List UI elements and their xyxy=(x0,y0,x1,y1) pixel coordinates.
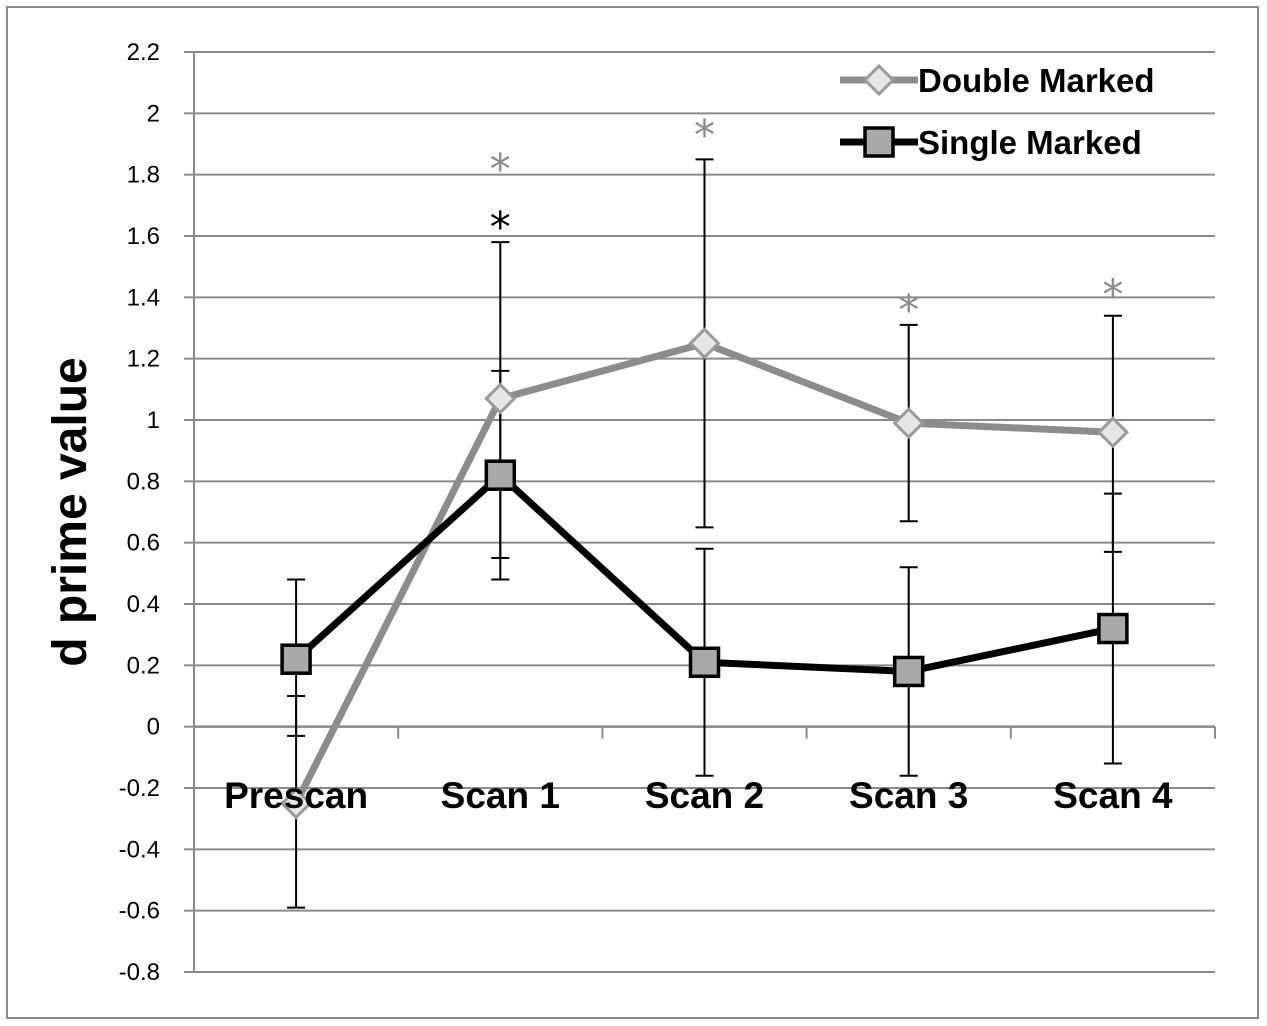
data-point-diamond xyxy=(688,327,721,360)
y-axis-label: d prime value xyxy=(44,357,97,666)
y-tick-labels: -0.8 -0.6 -0.4 -0.2 0 0.2 0.4 0.6 0.8 1 1.2 1.4 1.6 1… xyxy=(119,39,160,986)
y-tick-label: 1 xyxy=(147,407,160,434)
y-tick-label: 0.8 xyxy=(127,468,160,495)
significance-annotations: * * * * * xyxy=(490,111,1124,335)
legend-label: Single Marked xyxy=(918,124,1142,161)
data-point-diamond xyxy=(1096,416,1130,449)
category-label: Scan 4 xyxy=(1053,775,1173,816)
data-point-square xyxy=(280,643,312,675)
significance-star: * xyxy=(898,285,919,334)
y-tick-label: 0.4 xyxy=(127,591,160,618)
data-point-diamond xyxy=(279,787,313,820)
category-labels: Prescan Scan 1 Scan 2 Scan 3 Scan 4 xyxy=(224,775,1173,816)
y-tick-label: 0.2 xyxy=(127,652,160,679)
data-point-diamond xyxy=(484,382,517,415)
data-point-square xyxy=(1097,612,1129,645)
data-point-square xyxy=(688,646,721,679)
y-tick-label: -0.4 xyxy=(119,836,160,863)
y-tick-label: 0.6 xyxy=(127,530,160,557)
category-label: Scan 1 xyxy=(441,775,560,816)
y-tick-label: -0.8 xyxy=(119,959,160,986)
legend-marker-diamond xyxy=(862,63,896,97)
legend-marker-square xyxy=(863,126,895,158)
category-label: Scan 2 xyxy=(645,775,764,816)
y-tick-label: 1.2 xyxy=(127,346,160,373)
y-tick-label: 0 xyxy=(147,714,160,741)
data-point-square xyxy=(892,655,925,688)
legend: Double Marked Single Marked xyxy=(840,62,1155,161)
significance-star: * xyxy=(694,111,715,160)
gridlines xyxy=(184,51,1215,973)
data-point-diamond xyxy=(892,406,925,440)
significance-star: * xyxy=(490,144,511,193)
y-tick-label: -0.6 xyxy=(119,898,160,925)
series-markers xyxy=(279,327,1130,820)
category-label: Prescan xyxy=(224,775,368,816)
y-tick-label: 2 xyxy=(147,100,160,127)
y-tick-label: 1.8 xyxy=(127,162,160,189)
data-point-square xyxy=(484,459,517,491)
significance-star: * xyxy=(490,203,511,252)
y-tick-label: 2.2 xyxy=(127,39,160,66)
y-tick-label: -0.2 xyxy=(119,775,160,802)
category-label: Scan 3 xyxy=(849,775,968,816)
legend-label: Double Marked xyxy=(918,62,1155,99)
significance-star: * xyxy=(1102,270,1123,319)
y-tick-label: 1.6 xyxy=(127,223,160,250)
y-tick-label: 1.4 xyxy=(127,284,160,311)
